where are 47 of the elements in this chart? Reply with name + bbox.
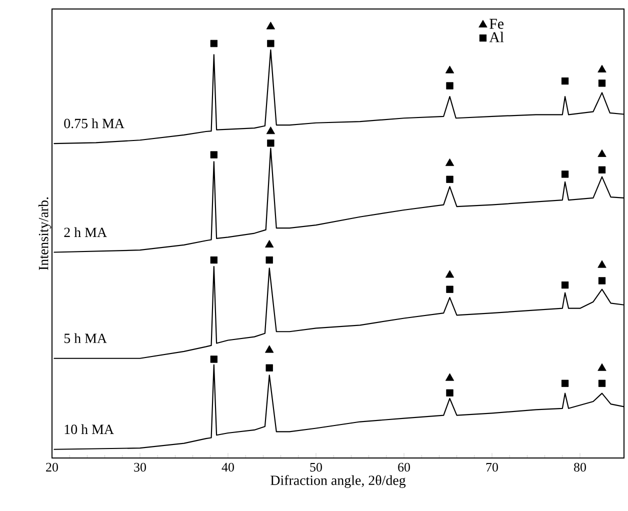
x-tick-label: 50 <box>310 462 322 472</box>
legend-label: Al <box>489 32 504 42</box>
point <box>561 380 569 387</box>
point <box>446 82 454 90</box>
x-tick-label: 20 <box>46 462 58 472</box>
point <box>446 389 454 396</box>
point <box>598 363 606 371</box>
point <box>265 345 274 353</box>
point <box>210 356 218 363</box>
point <box>210 256 218 264</box>
point <box>210 151 218 158</box>
y-axis-title: Intensity/arb. <box>38 197 52 270</box>
point <box>445 270 454 278</box>
point <box>561 170 569 178</box>
point <box>445 373 454 381</box>
x-tick-label: 80 <box>574 462 586 472</box>
point <box>445 158 454 166</box>
series-label: 2 h MA <box>64 227 107 237</box>
x-tick-label: 60 <box>398 462 410 472</box>
point <box>598 166 606 174</box>
point <box>446 286 454 293</box>
point <box>266 364 273 372</box>
point <box>265 240 274 248</box>
point <box>267 140 274 147</box>
point <box>598 64 606 72</box>
x-axis-title: Difraction angle, 2θ/deg <box>270 475 406 488</box>
point <box>266 256 273 264</box>
point <box>598 80 606 87</box>
point <box>446 176 454 183</box>
point <box>598 260 606 268</box>
point <box>210 40 218 48</box>
x-tick-label: 40 <box>222 462 234 472</box>
x-tick-label: 30 <box>134 462 146 472</box>
series-label: 10 h MA <box>64 424 114 434</box>
series-label: 0.75 h MA <box>64 118 124 128</box>
point <box>598 277 606 284</box>
point <box>561 281 569 289</box>
series-label: 5 h MA <box>64 333 107 344</box>
point <box>266 22 276 30</box>
point <box>266 126 276 134</box>
point <box>598 149 606 157</box>
point <box>267 40 274 48</box>
point <box>445 66 454 74</box>
legend-label: Fe <box>490 18 504 29</box>
point <box>561 77 569 85</box>
point <box>598 380 606 387</box>
x-tick-label: 70 <box>486 462 498 472</box>
